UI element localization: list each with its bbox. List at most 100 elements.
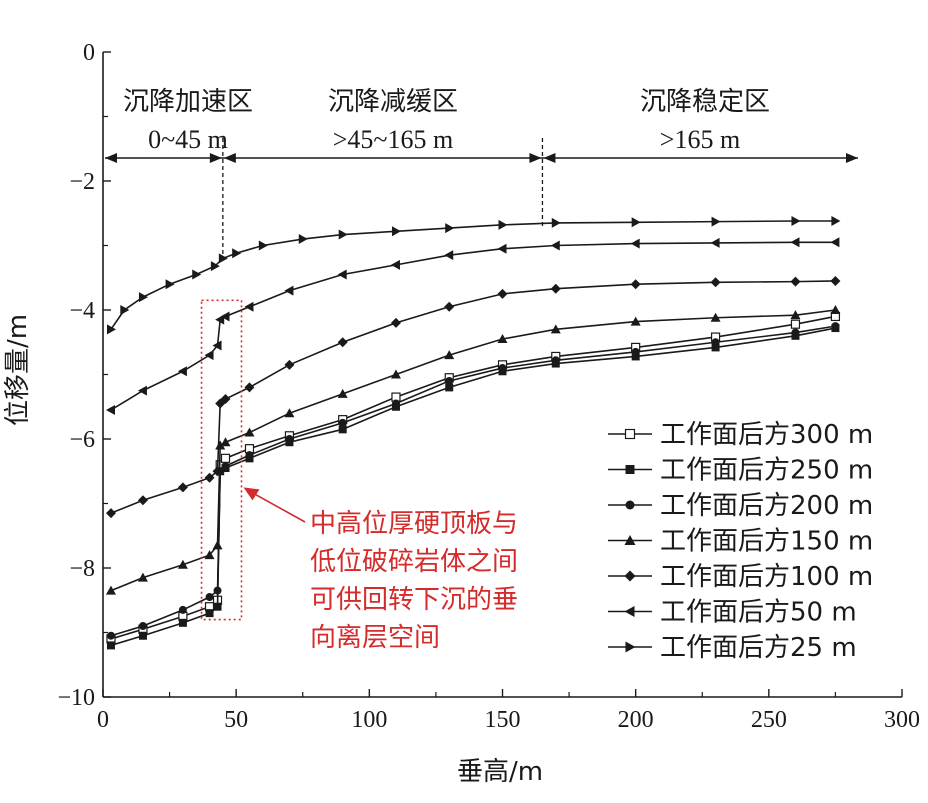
data-point [204,472,215,483]
data-point [830,305,841,314]
legend-label: 工作面后方100 m [660,562,873,592]
data-point [105,508,116,519]
data-point [244,301,254,312]
data-point [337,269,347,280]
data-point [498,364,507,373]
x-tick-label: 150 [485,707,521,733]
y-tick-label: −4 [69,298,95,324]
annotation: 中高位厚硬顶板与 低位破碎岩体之间 可供回转下沉的垂 向离层空间 [200,299,518,653]
y-tick-label: −6 [69,427,95,453]
data-point [631,352,640,361]
data-point [218,253,228,264]
y-tick-label: 0 [83,40,95,66]
data-point [220,453,231,463]
data-point [391,399,400,408]
y-tick-label: −2 [69,169,95,195]
legend-label: 工作面后方25 m [660,633,857,663]
data-point [498,219,508,230]
series-line [110,325,836,637]
data-point [831,215,841,226]
zone-arrow-head [543,153,556,163]
data-point [550,324,561,334]
data-point [178,618,187,627]
y-ticks: 0 −2 −4 −6 −8 −10 [57,40,111,711]
data-point [391,226,401,237]
data-point [177,559,188,569]
data-point [212,540,223,550]
zone-arrow-head [105,153,117,163]
data-point [390,259,400,270]
data-point [337,337,348,348]
x-axis-label: 垂高/m [457,757,543,787]
data-point [497,288,508,299]
zone-arrow-head [529,153,542,163]
data-point [232,248,242,259]
data-point [444,350,455,360]
zone-name-slowdown: 沉降减缓区 [328,87,458,117]
data-point [338,418,347,427]
annotation-line-2: 低位破碎岩体之间 [310,547,518,577]
annotation-line-4: 向离层空间 [310,623,440,653]
data-point [831,322,840,331]
data-point [790,276,801,287]
data-point [497,334,508,344]
legend-item: 工作面后方300 m [608,420,873,450]
zone-name-stable: 沉降稳定区 [640,87,770,117]
data-point [106,641,115,650]
data-point [204,550,215,560]
legend-label: 工作面后方300 m [660,420,873,450]
data-point [444,250,454,261]
series-line [110,309,836,592]
data-point [284,285,294,296]
data-point [710,312,721,322]
zone-range-accelerate: 0~45 m [148,125,228,154]
data-point [192,269,202,280]
data-point [284,408,295,418]
legend-item: 工作面后方100 m [608,562,873,592]
data-point [630,316,641,326]
zone-range-stable: >165 m [660,125,740,154]
data-point [285,435,294,443]
data-point [213,602,222,611]
data-point [177,482,188,493]
zone-annotations: 沉降加速区 0~45 m 沉降减缓区 >45~165 m 沉降稳定区 >165 … [105,87,858,256]
axes: 0 50 100 150 200 250 300 0 −2 −4 −6 −8 −10 [57,40,920,733]
series-5 [105,237,840,415]
data-point [105,404,115,415]
data-point [445,376,454,385]
x-tick-label: 200 [618,707,654,733]
data-point [791,215,801,226]
data-point [204,350,214,361]
legend-item: 工作面后方150 m [608,527,873,557]
data-point [790,310,801,320]
data-point [631,347,640,356]
data-point [106,631,115,640]
legend-marker [625,500,635,510]
data-point [284,359,295,370]
legend-marker [624,428,636,440]
zone-arrow-head [209,153,222,163]
annotation-line-1: 中高位厚硬顶板与 [310,509,518,539]
legend-marker [625,641,636,653]
x-tick-label: 50 [224,707,248,733]
data-point [220,311,230,322]
data-point [711,338,720,347]
legend-marker [624,535,636,545]
data-point [213,586,222,595]
data-point [790,319,801,329]
data-point [138,622,147,631]
series-2 [106,322,840,640]
legend-marker [624,570,636,582]
data-point [106,324,116,335]
data-point [245,451,254,460]
data-point [550,240,560,251]
data-point [790,237,800,248]
x-tick-label: 0 [97,707,109,733]
data-point [221,462,230,471]
series-line [110,327,836,647]
data-point [177,366,187,377]
data-point [137,495,148,506]
legend-label: 工作面后方50 m [660,598,857,628]
data-point [137,385,147,396]
